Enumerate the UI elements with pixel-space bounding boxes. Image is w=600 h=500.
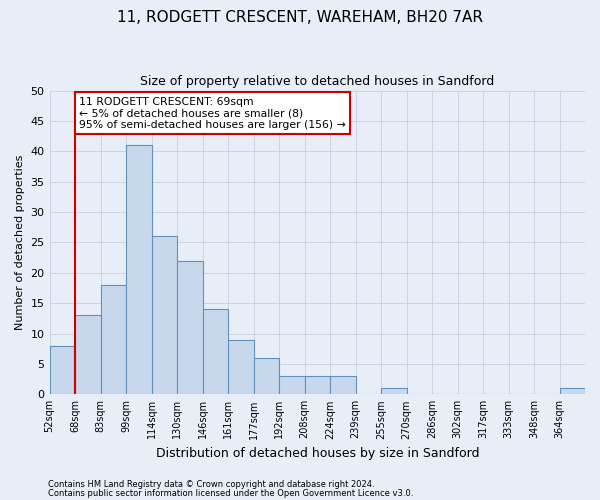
Bar [330, 376, 356, 394]
Bar [75, 316, 101, 394]
Y-axis label: Number of detached properties: Number of detached properties [15, 154, 25, 330]
Bar [152, 236, 177, 394]
Bar [50, 346, 75, 395]
Bar [381, 388, 407, 394]
Title: Size of property relative to detached houses in Sandford: Size of property relative to detached ho… [140, 75, 494, 88]
Bar [126, 145, 152, 394]
Bar [177, 260, 203, 394]
Bar [560, 388, 585, 394]
Text: 11 RODGETT CRESCENT: 69sqm
← 5% of detached houses are smaller (8)
95% of semi-d: 11 RODGETT CRESCENT: 69sqm ← 5% of detac… [79, 96, 346, 130]
Bar [254, 358, 279, 395]
X-axis label: Distribution of detached houses by size in Sandford: Distribution of detached houses by size … [155, 447, 479, 460]
Text: 11, RODGETT CRESCENT, WAREHAM, BH20 7AR: 11, RODGETT CRESCENT, WAREHAM, BH20 7AR [117, 10, 483, 25]
Bar [305, 376, 330, 394]
Text: Contains public sector information licensed under the Open Government Licence v3: Contains public sector information licen… [48, 490, 413, 498]
Bar [279, 376, 305, 394]
Bar [203, 310, 228, 394]
Bar [228, 340, 254, 394]
Bar [101, 285, 126, 395]
Text: Contains HM Land Registry data © Crown copyright and database right 2024.: Contains HM Land Registry data © Crown c… [48, 480, 374, 489]
